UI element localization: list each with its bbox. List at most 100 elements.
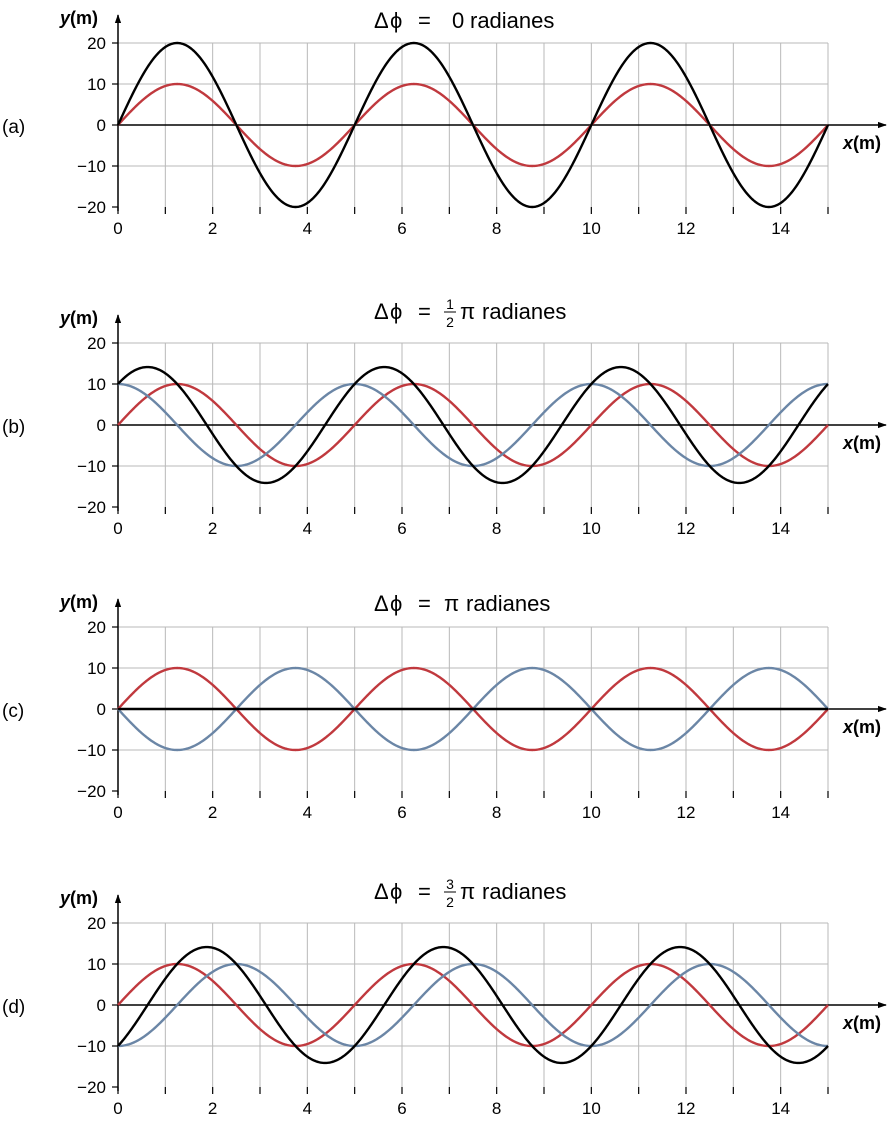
title-phi: ϕ — [390, 299, 402, 324]
panel-label: (b) — [2, 417, 25, 438]
y-axis-label: y(m) — [59, 888, 98, 908]
x-tick-label: 0 — [113, 519, 122, 538]
title-pi: π — [444, 591, 459, 616]
x-tick-label: 6 — [397, 1099, 406, 1118]
y-tick-label: 10 — [87, 75, 106, 94]
y-tick-label: 10 — [87, 955, 106, 974]
y-tick-label: −20 — [77, 498, 106, 517]
y-tick-label: 0 — [97, 416, 106, 435]
title-fraction-numerator: 1 — [446, 296, 454, 312]
title-unit: radianes — [482, 879, 566, 904]
title-phi: ϕ — [390, 591, 402, 616]
panel-label: (d) — [2, 997, 25, 1018]
wave-black — [117, 365, 829, 485]
x-tick-label: 2 — [208, 219, 217, 238]
title-delta: Δ — [374, 591, 389, 616]
x-tick-label: 6 — [397, 219, 406, 238]
title-delta: Δ — [374, 879, 389, 904]
x-tick-label: 12 — [677, 519, 696, 538]
x-axis-label: x(m) — [842, 433, 881, 453]
x-tick-label: 4 — [303, 519, 312, 538]
title-equals: = — [418, 299, 431, 324]
x-tick-label: 2 — [208, 803, 217, 822]
x-tick-label: 8 — [492, 803, 501, 822]
y-tick-label: 20 — [87, 334, 106, 353]
title-phi: ϕ — [390, 879, 402, 904]
title-fraction-denominator: 2 — [446, 314, 454, 330]
title-equals: = — [418, 8, 431, 33]
x-tick-label: 14 — [771, 1099, 790, 1118]
x-tick-label: 4 — [303, 219, 312, 238]
x-tick-label: 8 — [492, 519, 501, 538]
title-equals: = — [418, 591, 431, 616]
y-tick-label: −10 — [77, 457, 106, 476]
x-tick-label: 8 — [492, 219, 501, 238]
wave-red — [117, 382, 829, 468]
title-value: 0 — [452, 8, 464, 33]
x-tick-label: 4 — [303, 803, 312, 822]
x-tick-label: 14 — [771, 803, 790, 822]
y-tick-label: 20 — [87, 34, 106, 53]
x-tick-label: 4 — [303, 1099, 312, 1118]
y-tick-label: 20 — [87, 914, 106, 933]
title-equals: = — [418, 879, 431, 904]
x-tick-label: 10 — [582, 219, 601, 238]
title-phi: ϕ — [390, 8, 402, 33]
y-tick-label: 0 — [97, 116, 106, 135]
y-tick-label: −10 — [77, 157, 106, 176]
y-tick-label: 20 — [87, 618, 106, 637]
panel-label: (c) — [2, 701, 24, 722]
title-unit: radianes — [482, 299, 566, 324]
title-pi: π — [460, 299, 475, 324]
x-tick-label: 0 — [113, 1099, 122, 1118]
wave-black — [116, 41, 830, 209]
x-tick-label: 12 — [677, 219, 696, 238]
wave-black — [117, 945, 829, 1065]
title-delta: Δ — [374, 299, 389, 324]
y-axis-label: y(m) — [59, 592, 98, 612]
x-tick-label: 10 — [582, 803, 601, 822]
title-delta: Δ — [374, 8, 389, 33]
x-tick-label: 2 — [208, 519, 217, 538]
panel-label: (a) — [2, 117, 25, 138]
y-tick-label: 10 — [87, 375, 106, 394]
x-tick-label: 2 — [208, 1099, 217, 1118]
title-unit: radianes — [466, 591, 550, 616]
y-axis-label: y(m) — [59, 308, 98, 328]
x-tick-label: 10 — [582, 519, 601, 538]
x-tick-label: 10 — [582, 1099, 601, 1118]
panel-c: 20 10 0 −10 −20 0 2 4 6 8 10 12 14 y(m) x(m) (c) Δ ϕ = π rad… — [2, 591, 887, 822]
y-tick-label: −20 — [77, 1078, 106, 1097]
x-tick-label: 12 — [677, 803, 696, 822]
x-axis-label: x(m) — [842, 717, 881, 737]
title-unit: radianes — [470, 8, 554, 33]
x-axis-label: x(m) — [842, 1013, 881, 1033]
x-tick-label: 6 — [397, 803, 406, 822]
y-tick-label: 0 — [97, 996, 106, 1015]
y-tick-label: 0 — [97, 700, 106, 719]
title-fraction-denominator: 2 — [446, 894, 454, 910]
x-tick-label: 0 — [113, 803, 122, 822]
y-tick-label: −10 — [77, 741, 106, 760]
x-tick-label: 12 — [677, 1099, 696, 1118]
x-tick-label: 14 — [771, 519, 790, 538]
y-tick-label: −20 — [77, 198, 106, 217]
y-axis-label: y(m) — [59, 8, 98, 28]
x-tick-label: 0 — [113, 219, 122, 238]
title-fraction-numerator: 3 — [446, 876, 454, 892]
y-tick-label: 10 — [87, 659, 106, 678]
x-tick-label: 14 — [771, 219, 790, 238]
wave-red — [117, 962, 829, 1048]
x-tick-label: 8 — [492, 1099, 501, 1118]
y-tick-label: −20 — [77, 782, 106, 801]
title-pi: π — [460, 879, 475, 904]
